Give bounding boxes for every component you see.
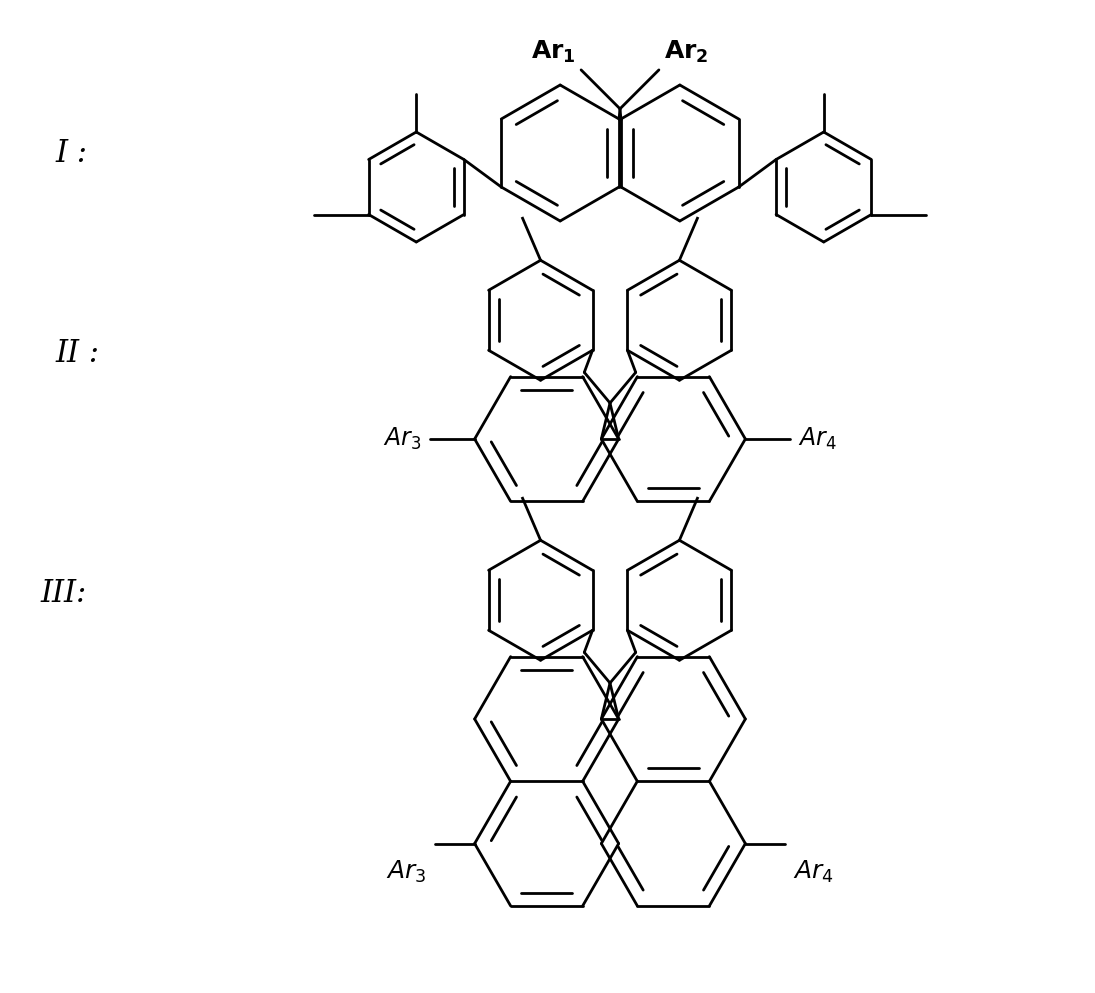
Text: $\mathbf{Ar_1}$: $\mathbf{Ar_1}$ [531, 39, 576, 65]
Text: $\mathbf{Ar_2}$: $\mathbf{Ar_2}$ [664, 39, 708, 65]
Text: $Ar_4$: $Ar_4$ [794, 859, 834, 885]
Text: $Ar_3$: $Ar_3$ [383, 426, 422, 452]
Text: $Ar_4$: $Ar_4$ [798, 426, 837, 452]
Text: III:: III: [41, 578, 87, 609]
Text: II :: II : [55, 338, 99, 368]
Text: $Ar_3$: $Ar_3$ [387, 859, 427, 885]
Text: I :: I : [55, 137, 87, 169]
